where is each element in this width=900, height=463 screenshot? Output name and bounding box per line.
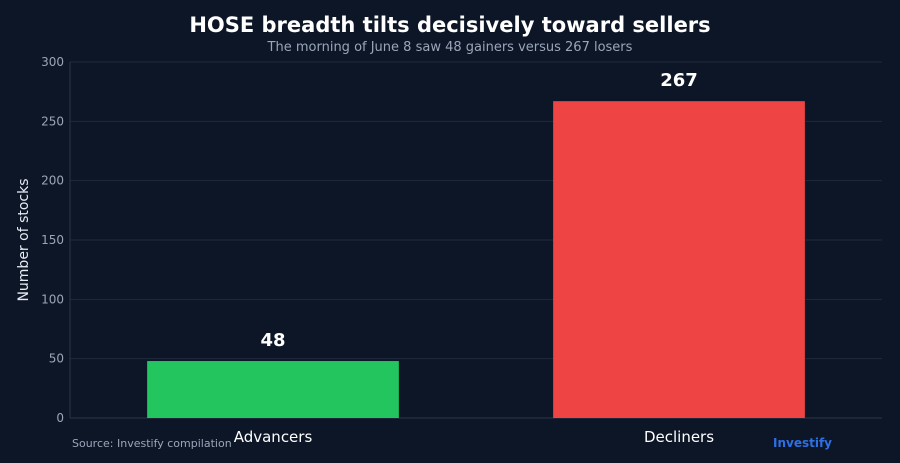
y-tick-label: 100 [41, 292, 64, 306]
y-axis-ticks: 0 50 100 150 200 250 300 [41, 55, 64, 425]
y-tick-label: 200 [41, 174, 64, 188]
data-labels: 48 267 [260, 70, 697, 351]
y-tick-label: 50 [49, 352, 64, 366]
bar-advancers [147, 361, 399, 418]
gridlines [69, 61, 882, 419]
bar-decliners [553, 101, 805, 418]
source-note: Source: Investify compilation [72, 437, 232, 450]
y-tick-label: 150 [41, 233, 64, 247]
chart-subtitle: The morning of June 8 saw 48 gainers ver… [267, 40, 633, 55]
x-tick-label: Advancers [234, 428, 313, 446]
chart-title: HOSE breadth tilts decisively toward sel… [189, 13, 710, 37]
brand-logo: Investify [773, 436, 832, 450]
y-tick-label: 300 [41, 55, 64, 69]
bars [147, 101, 805, 418]
y-tick-label: 0 [56, 411, 64, 425]
y-axis-label: Number of stocks [16, 178, 32, 301]
data-label: 267 [660, 70, 698, 91]
x-axis-ticks: Advancers Decliners [234, 428, 715, 446]
data-label: 48 [260, 330, 285, 351]
y-tick-label: 250 [41, 114, 64, 128]
x-tick-label: Decliners [644, 428, 714, 446]
